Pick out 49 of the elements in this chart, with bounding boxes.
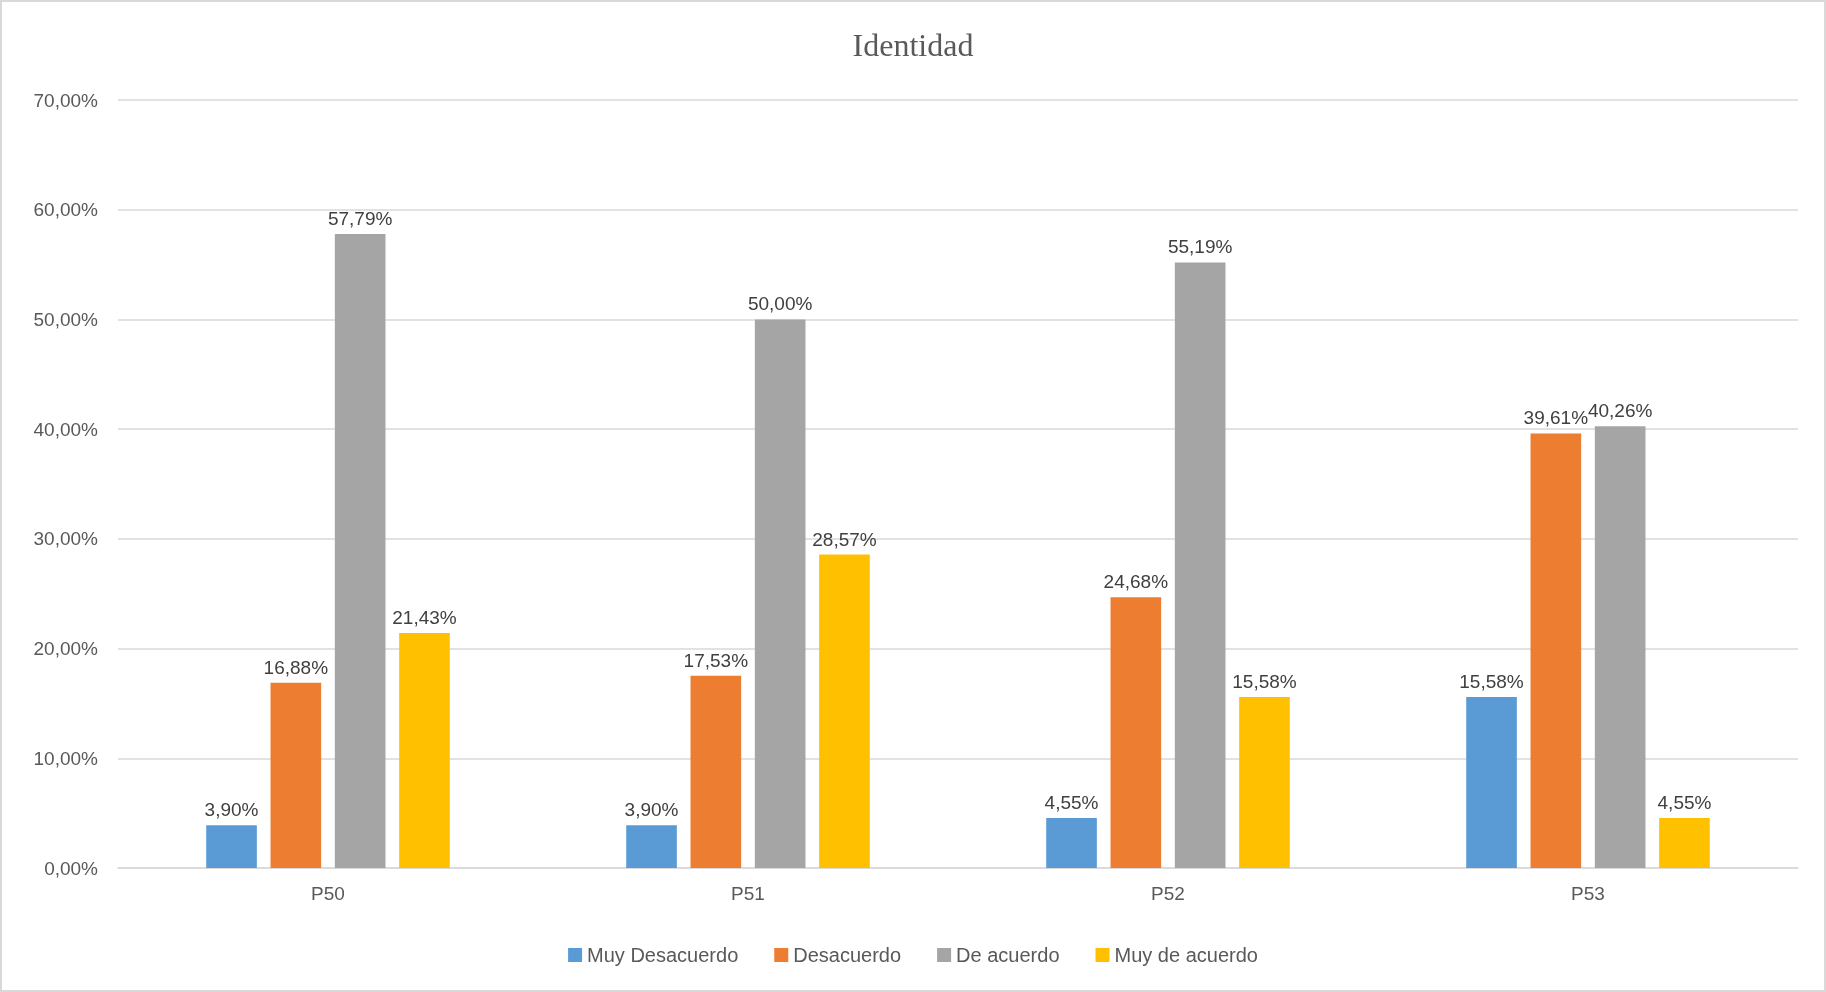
x-tick-label: P53 [1571, 883, 1605, 904]
data-label: 21,43% [392, 606, 457, 628]
bar [206, 825, 257, 868]
bar [754, 319, 806, 868]
bar [1110, 597, 1162, 868]
x-tick-label: P51 [731, 883, 765, 904]
y-tick-label: 70,00% [33, 89, 99, 111]
legend-label: Muy Desacuerdo [587, 944, 739, 966]
x-tick-label: P50 [311, 883, 345, 904]
y-tick-label: 0,00% [44, 857, 99, 879]
data-label: 4,55% [1044, 792, 1099, 814]
bar [334, 233, 386, 868]
chart-title: Identidad [852, 27, 974, 63]
bar [1174, 262, 1226, 868]
bar [270, 682, 322, 868]
legend-label: Muy de acuerdo [1114, 944, 1258, 966]
x-tick-label: P52 [1151, 883, 1185, 904]
data-label: 15,58% [1232, 671, 1297, 693]
y-tick-label: 10,00% [33, 747, 99, 769]
data-label: 39,61% [1523, 407, 1589, 429]
bar [1530, 433, 1582, 868]
data-label: 24,68% [1103, 571, 1169, 593]
y-tick-label: 60,00% [33, 199, 99, 221]
data-label: 17,53% [683, 649, 749, 671]
bar [1239, 697, 1290, 868]
y-tick-label: 20,00% [33, 638, 99, 660]
bar [399, 632, 450, 868]
bar [690, 675, 742, 868]
data-label: 3,90% [624, 799, 679, 821]
data-label: 3,90% [204, 799, 259, 821]
bar [1466, 697, 1517, 868]
data-label: 40,26% [1587, 400, 1653, 422]
data-label: 28,57% [812, 528, 877, 550]
data-label: 15,58% [1459, 671, 1524, 693]
data-label: 4,55% [1657, 792, 1712, 814]
bar [1659, 818, 1710, 868]
data-label: 16,88% [263, 656, 329, 678]
y-tick-label: 40,00% [33, 418, 99, 440]
y-tick-label: 50,00% [33, 308, 99, 330]
data-label: 55,19% [1167, 236, 1233, 258]
data-label: 50,00% [747, 293, 813, 315]
bar [1046, 818, 1097, 868]
legend-label: De acuerdo [956, 944, 1060, 966]
bar [1594, 426, 1646, 868]
y-tick-label: 30,00% [33, 528, 99, 550]
bar [819, 554, 870, 868]
legend-label: Desacuerdo [793, 944, 902, 966]
data-label: 57,79% [327, 207, 393, 229]
bar [626, 825, 677, 868]
